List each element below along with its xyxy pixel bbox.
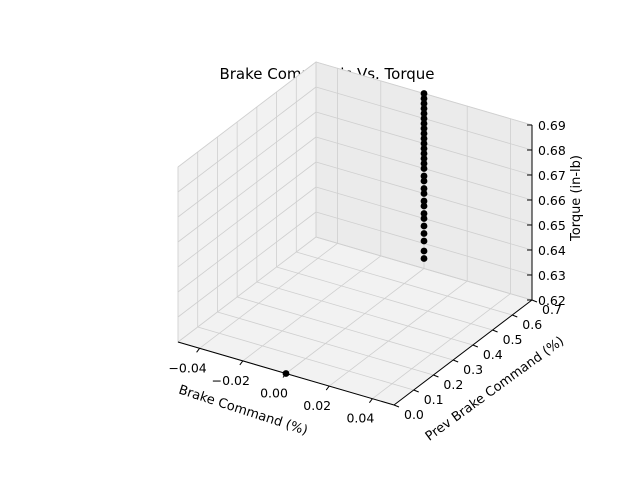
x-tick (325, 385, 330, 391)
z-grid-left (177, 136, 317, 243)
z-tick-label: 0.69 (538, 118, 566, 133)
x-tick-label: −0.02 (212, 373, 250, 388)
y-tick-label: 0.1 (424, 392, 444, 407)
y-grid-floor (256, 281, 473, 346)
z-tick-label: 0.68 (538, 143, 566, 158)
x-grid-floor (242, 255, 382, 362)
data-point (420, 110, 428, 117)
y-tick-label: 0.3 (463, 362, 483, 377)
y-tick (492, 329, 498, 333)
data-point (420, 210, 428, 217)
y-tick-label: 0.0 (404, 407, 424, 422)
x-tick (196, 347, 201, 353)
z-tick-label: 0.62 (538, 293, 566, 308)
z-tick-label: 0.65 (538, 218, 566, 233)
data-point (420, 150, 428, 157)
z-grid-left (177, 111, 317, 218)
y-tick (452, 359, 459, 363)
data-point (282, 370, 290, 377)
z-grid-left (177, 161, 317, 268)
y-tick-label: 0.4 (483, 347, 503, 362)
data-point (420, 215, 428, 222)
data-point (420, 125, 428, 132)
data-point (420, 90, 428, 97)
data-point (420, 145, 428, 152)
data-point (420, 155, 428, 162)
z-grid-left (177, 236, 317, 343)
data-point (420, 190, 428, 197)
data-point (420, 202, 428, 210)
data-point (420, 177, 428, 185)
y-tick-label: 0.2 (443, 377, 463, 392)
y-axis-line (393, 299, 533, 406)
data-point (420, 247, 428, 255)
data-point (420, 197, 428, 205)
y-tick (433, 374, 439, 378)
x-tick-label: 0.04 (346, 411, 374, 426)
y-tick (512, 314, 518, 318)
data-point (420, 255, 428, 262)
data-point (420, 120, 428, 127)
y-tick (393, 404, 400, 408)
z-tick-label: 0.66 (538, 193, 566, 208)
tick-labels: −0.04 −0.02 0.00 0.02 0.04 0.00.10.20.30.40.5… (168, 118, 565, 426)
z-grid-back (315, 236, 533, 301)
x-tick (368, 398, 373, 404)
x-grid-floor (199, 242, 338, 349)
data-point (420, 185, 428, 192)
z-grid-left (177, 186, 317, 293)
data-point (420, 165, 428, 172)
data-points (282, 90, 428, 377)
y-grid-floor (237, 296, 454, 361)
data-point (420, 222, 428, 230)
data-point (420, 95, 428, 102)
y-grid-floor (276, 266, 493, 331)
x-axis-label: Brake Command (%) (177, 383, 310, 439)
x-grid-floor (328, 280, 468, 387)
y-grid-floor (197, 326, 414, 391)
y-tick-label: 0.5 (503, 332, 523, 347)
data-point (420, 160, 428, 167)
y-tick (531, 299, 538, 303)
z-axis-label: Torque (in-lb) (569, 155, 584, 242)
data-point (420, 105, 428, 112)
data-point (420, 237, 428, 245)
y-grid-floor (296, 251, 513, 316)
y-tick (413, 389, 419, 393)
x-tick-label: 0.02 (303, 398, 331, 413)
data-point (420, 115, 428, 122)
data-point (420, 172, 428, 180)
data-point (420, 100, 428, 107)
data-point (420, 135, 428, 142)
z-grid-left (177, 211, 317, 318)
axes-panes (176, 60, 534, 406)
y-tick-label: 0.7 (542, 302, 562, 317)
z-grid-left (177, 61, 317, 168)
y-tick (472, 344, 479, 348)
x-tick (239, 360, 244, 366)
data-point (420, 130, 428, 137)
y-grid-floor (217, 311, 434, 376)
x-tick-label: −0.04 (168, 360, 206, 375)
data-point (420, 140, 428, 147)
z-grid-left (177, 86, 317, 193)
x-grid-floor (285, 268, 425, 374)
z-tick-label: 0.63 (538, 268, 566, 283)
x-grid-floor (372, 293, 511, 400)
x-tick-label: 0.00 (260, 386, 288, 401)
z-tick-label: 0.67 (538, 168, 566, 183)
y-tick-label: 0.6 (522, 317, 542, 332)
z-tick-label: 0.64 (538, 243, 566, 258)
data-point (420, 230, 428, 237)
